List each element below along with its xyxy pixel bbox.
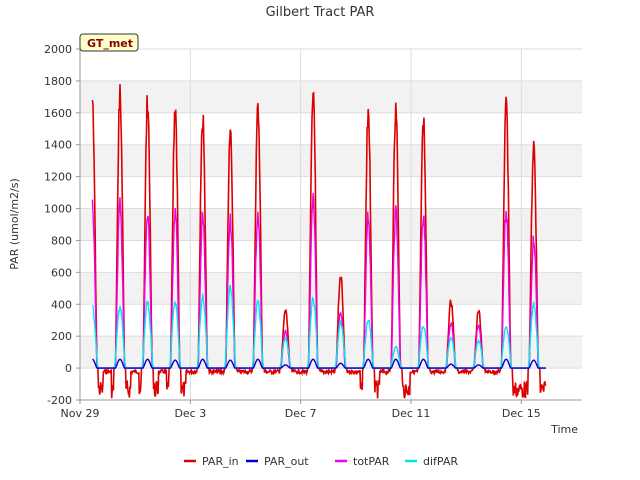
legend-label-difPAR: difPAR — [423, 455, 458, 468]
y-tick-label: 1400 — [44, 139, 72, 152]
plot-band — [80, 208, 582, 241]
x-tick-label: Dec 11 — [392, 407, 431, 420]
axes: -200 0 200 400 600 800 1000 1200 1400 1600 1800 200… — [44, 43, 582, 420]
plot-band — [80, 80, 582, 113]
x-tick-label: Nov 29 — [61, 407, 100, 420]
legend: PAR_in PAR_out totPAR difPAR — [184, 455, 458, 468]
x-axis-label: Time — [550, 423, 578, 436]
y-tick-label: 0 — [65, 362, 72, 375]
y-tick-label: 2000 — [44, 43, 72, 56]
y-tick-label: 1800 — [44, 75, 72, 88]
y-tick-label: 400 — [51, 298, 72, 311]
legend-label-totPAR: totPAR — [353, 455, 390, 468]
chart-title: Gilbert Tract PAR — [266, 5, 375, 20]
badge-label: GT_met — [87, 37, 133, 50]
legend-label-PAR_in: PAR_in — [202, 455, 239, 468]
x-tick-label: Dec 3 — [174, 407, 206, 420]
y-tick-label: -200 — [47, 394, 72, 407]
series-lines — [91, 84, 547, 399]
plot-band — [80, 144, 582, 177]
plot-background — [80, 49, 582, 400]
y-tick-label: 600 — [51, 266, 72, 279]
y-tick-label: 1200 — [44, 171, 72, 184]
y-tick-label: 200 — [51, 330, 72, 343]
x-tick-label: Dec 7 — [285, 407, 317, 420]
y-axis-label: PAR (umol/m2/s) — [8, 178, 21, 270]
y-tick-label: 1000 — [44, 203, 72, 216]
badge-box — [79, 33, 139, 52]
legend-label-PAR_out: PAR_out — [264, 455, 309, 468]
y-tick-label: 1600 — [44, 107, 72, 120]
station-badge: GT_met — [79, 33, 139, 52]
y-tick-label: 800 — [51, 234, 72, 247]
plot-band — [80, 336, 582, 369]
series-line-PAR_out — [92, 358, 546, 369]
plot-band — [80, 272, 582, 305]
x-tick-label: Dec 15 — [502, 407, 541, 420]
